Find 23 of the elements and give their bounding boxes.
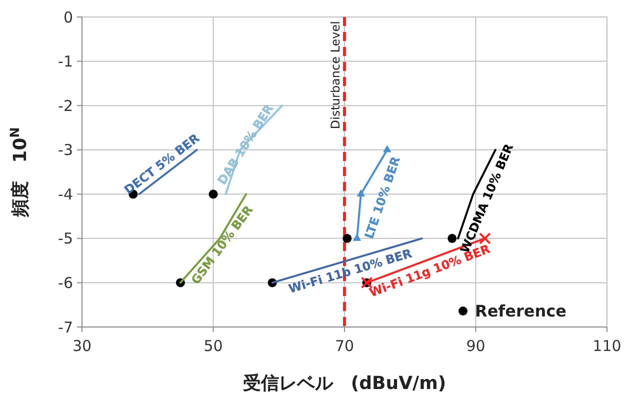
x-axis-title: 受信レベル (dBuV/m) xyxy=(242,373,446,394)
text: LTE 10% BER xyxy=(362,154,403,241)
x-tick-label: 30 xyxy=(72,337,92,355)
point xyxy=(448,234,457,243)
point xyxy=(356,189,366,197)
x-tick-label: 50 xyxy=(204,337,223,355)
y-tick-label: -2 xyxy=(58,96,73,115)
y-tick-label: -5 xyxy=(58,230,73,248)
x-tick-label: 70 xyxy=(334,337,354,355)
point xyxy=(342,234,352,243)
y-tick-label: -4 xyxy=(58,185,73,204)
y-tick-label: -6 xyxy=(58,274,73,292)
x-tick-label: 110 xyxy=(592,337,622,355)
y-tick-label: -3 xyxy=(58,141,73,160)
y-tick-label: -7 xyxy=(58,318,73,336)
ref-line-label: Disturbance Level xyxy=(328,21,342,130)
point xyxy=(382,145,392,152)
y-tick-label: -1 xyxy=(58,52,73,71)
y-tick-label: 0 xyxy=(63,8,73,26)
point xyxy=(352,234,362,241)
x-tick-label: 90 xyxy=(466,337,486,355)
point xyxy=(208,190,218,199)
legend-label: Reference xyxy=(475,302,567,321)
